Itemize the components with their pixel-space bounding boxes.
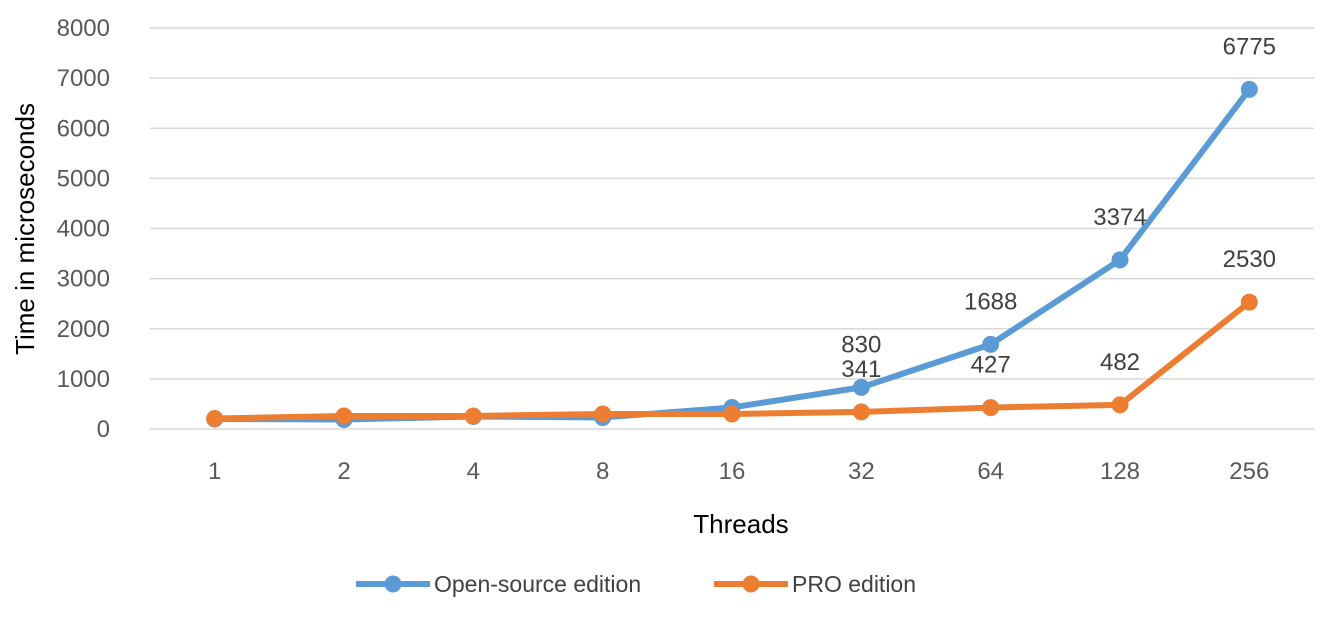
legend-label: PRO edition <box>792 571 916 597</box>
legend-label: Open-source edition <box>434 571 641 597</box>
y-tick-label: 4000 <box>57 216 110 243</box>
x-tick-label: 8 <box>596 458 609 485</box>
legend: Open-source edition PRO edition <box>356 571 916 597</box>
x-tick-label: 256 <box>1229 458 1269 485</box>
data-point <box>1111 251 1129 269</box>
data-point <box>464 407 482 425</box>
y-axis-title: Time in microseconds <box>10 103 40 355</box>
y-tick-label: 8000 <box>57 15 110 42</box>
data-label: 482 <box>1100 349 1140 376</box>
data-label: 830 <box>841 331 881 358</box>
data-label: 427 <box>971 352 1011 379</box>
y-tick-label: 1000 <box>57 366 110 393</box>
series-layer <box>206 80 1258 428</box>
data-label: 6775 <box>1223 33 1276 60</box>
data-point <box>982 335 1000 353</box>
data-point <box>206 409 224 427</box>
x-tick-label: 128 <box>1100 458 1140 485</box>
data-point <box>852 403 870 421</box>
x-tick-label: 16 <box>719 458 746 485</box>
y-tick-label: 3000 <box>57 266 110 293</box>
legend-marker <box>384 575 402 593</box>
x-tick-label: 32 <box>848 458 875 485</box>
x-tick-label: 2 <box>337 458 350 485</box>
legend-item: Open-source edition <box>356 571 641 597</box>
y-tick-label: 2000 <box>57 316 110 343</box>
data-label: 1688 <box>964 288 1017 315</box>
data-point <box>852 378 870 396</box>
x-tick-label: 64 <box>977 458 1004 485</box>
data-point <box>982 399 1000 417</box>
gridlines <box>150 27 1314 430</box>
data-label: 2530 <box>1223 246 1276 273</box>
y-tick-label: 5000 <box>57 165 110 192</box>
data-label: 3374 <box>1093 204 1146 231</box>
y-tick-label: 6000 <box>57 115 110 142</box>
x-tick-label: 4 <box>467 458 480 485</box>
y-tick-label: 0 <box>97 416 110 443</box>
y-axis-ticks: 0 1000 2000 3000 4000 5000 6000 7000 8000 <box>57 15 110 443</box>
data-point <box>594 405 612 423</box>
data-point <box>1240 80 1258 98</box>
y-tick-label: 7000 <box>57 65 110 92</box>
legend-item: PRO edition <box>714 571 916 597</box>
data-point <box>1240 293 1258 311</box>
x-axis-title: Threads <box>693 509 788 539</box>
legend-marker <box>742 575 760 593</box>
data-point <box>723 405 741 423</box>
data-point <box>1111 396 1129 414</box>
x-tick-label: 1 <box>208 458 221 485</box>
data-point <box>335 407 353 425</box>
x-axis-ticks: 1 2 4 8 16 32 64 128 256 <box>208 458 1269 485</box>
data-labels: 830 1688 3374 6775 341 427 482 2530 <box>841 33 1276 383</box>
data-label: 341 <box>841 356 881 383</box>
series-line-open-source <box>211 86 1253 423</box>
